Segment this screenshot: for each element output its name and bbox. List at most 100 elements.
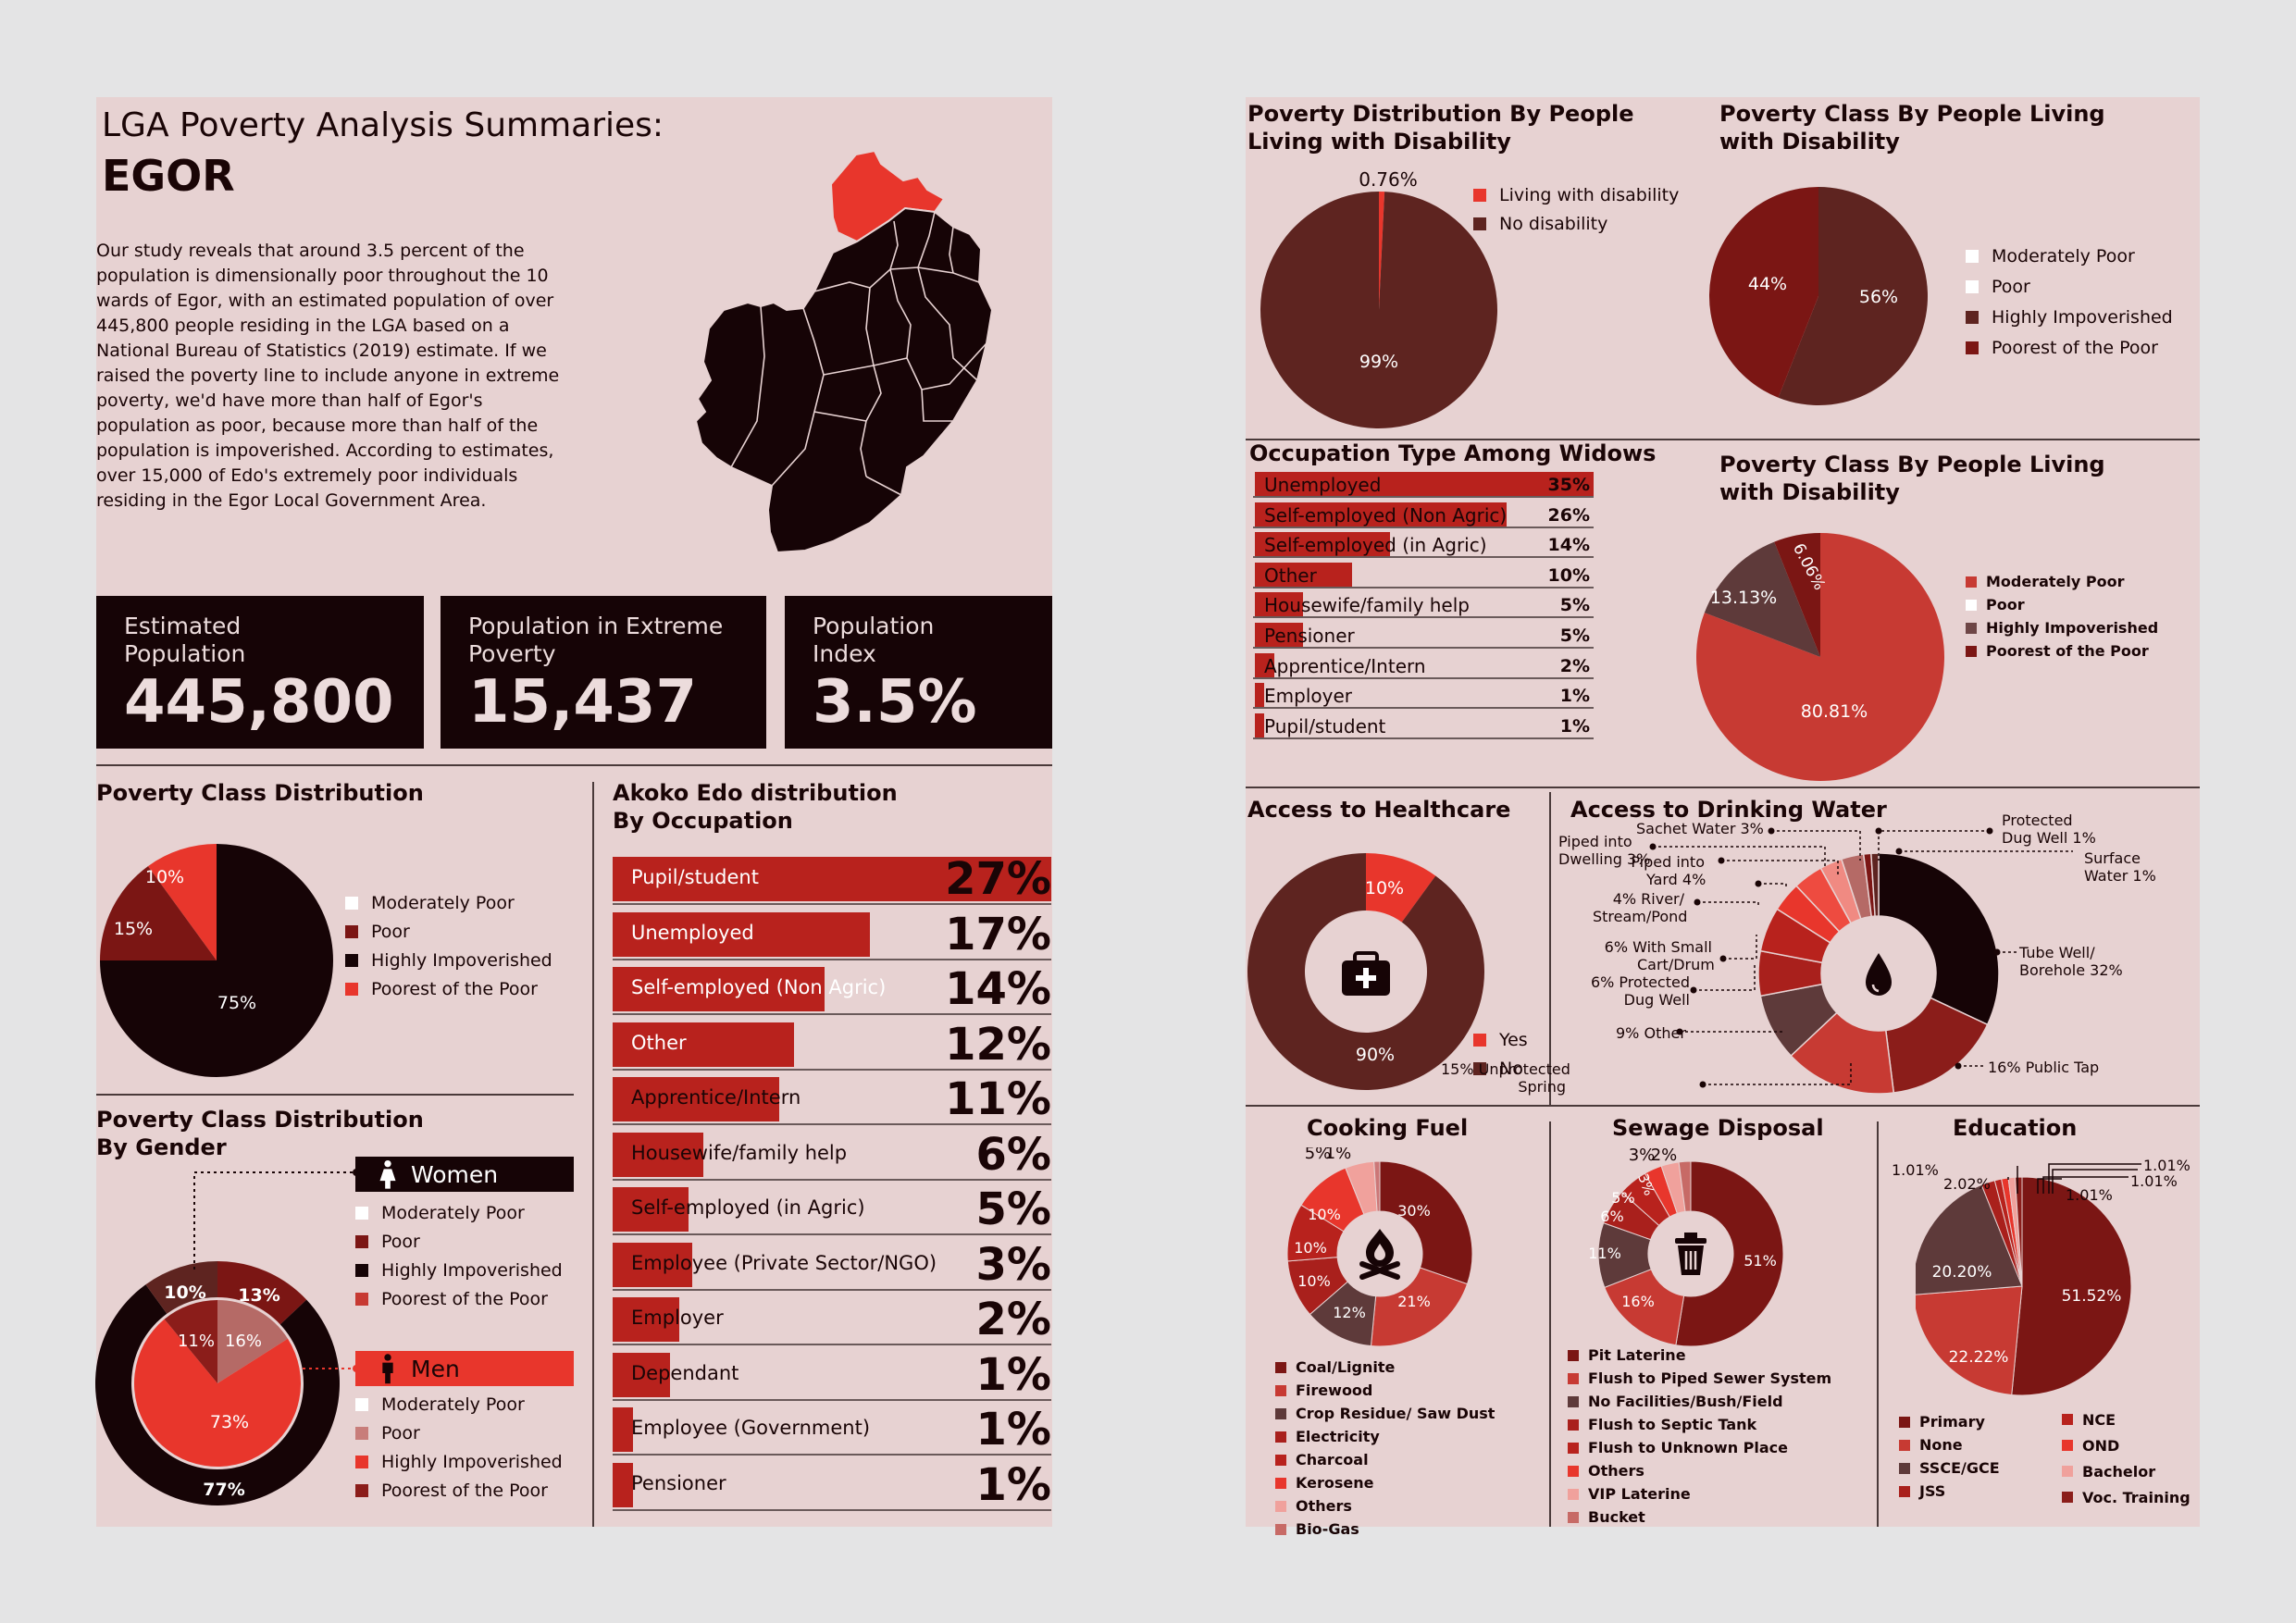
pie-slice — [2011, 1176, 2132, 1396]
stat-label: Index — [813, 640, 876, 667]
occupation-row: Housewife/family help 6% — [613, 1127, 1051, 1181]
report-title: LGA Poverty Analysis Summaries: — [102, 106, 664, 144]
legend-label: Firewood — [1296, 1381, 1373, 1399]
woman-icon — [379, 1159, 396, 1189]
disability-distribution-pie: 0.76% 99% — [1260, 171, 1497, 429]
legend-swatch — [355, 1234, 368, 1248]
data-label: 10% — [1297, 1272, 1331, 1290]
stat-value: 3.5% — [813, 668, 977, 737]
water-label: 6% With Small — [1604, 938, 1712, 956]
pie-slice — [1916, 1285, 2023, 1396]
legend-label: Poorest of the Poor — [381, 1288, 548, 1309]
legend-label: SSCE/GCE — [1919, 1459, 2000, 1477]
water-label: Protected — [2002, 812, 2073, 829]
legend-item: Moderately Poor — [355, 1390, 563, 1419]
map-body — [694, 206, 994, 554]
data-label: 15% — [114, 919, 153, 939]
bar-value: 26% — [1547, 504, 1590, 526]
bar — [1255, 712, 1265, 737]
legend-label: Flush to Unknown Place — [1588, 1439, 1788, 1456]
bar-label: Pupil/student — [1264, 714, 1386, 737]
bar-label: Self-employed (Non Agric) — [631, 976, 887, 998]
legend-item: Flush to Septic Tank — [1568, 1413, 1831, 1436]
intro-line: population as poor, because more than ha… — [96, 415, 539, 436]
legend-swatch — [345, 924, 358, 938]
pie-slice — [1870, 852, 1880, 917]
legend-swatch — [2062, 1440, 2073, 1451]
water-label: Yard 4% — [1646, 871, 1706, 888]
medical-kit-icon — [1342, 951, 1390, 996]
legend-item: Yes — [1473, 1025, 1528, 1054]
data-label: 12% — [1333, 1304, 1366, 1321]
bar — [613, 967, 825, 1011]
bar-value: 2% — [1559, 655, 1590, 676]
widow-row: Other 10% — [1253, 559, 1594, 588]
bar-value: 1% — [975, 1404, 1052, 1456]
intro-line: over 15,000 of Edo's extremely poor indi… — [96, 465, 518, 486]
occupation-row: Apprentice/Intern 11% — [613, 1072, 1051, 1125]
map-of-egor-icon — [694, 149, 994, 554]
legend-item: Living with disability — [1473, 180, 1679, 209]
stat-label: Estimated — [124, 613, 242, 639]
legend-label: Highly Impoverished — [381, 1259, 563, 1281]
bar-value: 11% — [945, 1073, 1051, 1125]
data-label: 13% — [238, 1285, 279, 1306]
bar-label: Employer — [1264, 685, 1352, 708]
legend-label: OND — [2082, 1436, 2120, 1455]
pie-slice — [100, 866, 217, 960]
legend-swatch — [345, 953, 358, 967]
legend-label: Electricity — [1296, 1428, 1380, 1445]
legend-item: Firewood — [1275, 1379, 1495, 1402]
data-label: 20.20% — [1932, 1263, 1992, 1282]
bar-value: 12% — [945, 1018, 1051, 1071]
occupation-row: Employee (Private Sector/NGO) 3% — [613, 1237, 1051, 1291]
stat-estimated-population: Estimated Population 445,800 — [96, 596, 424, 749]
legend-swatch — [355, 1426, 368, 1440]
pie-slice — [2014, 1176, 2023, 1287]
legend-swatch — [1966, 341, 1979, 354]
legend-label: Moderately Poor — [1992, 245, 2135, 266]
lga-name: EGOR — [102, 151, 235, 201]
pie-slice — [217, 1261, 307, 1325]
data-label: 11% — [1588, 1245, 1621, 1262]
legend-label: Poorest of the Poor — [371, 978, 538, 999]
pie-slice — [95, 1284, 341, 1505]
pie-slice — [134, 1319, 301, 1467]
legend-label: Highly Impoverished — [381, 1451, 563, 1472]
legend-item: Crop Residue/ Saw Dust — [1275, 1402, 1495, 1425]
data-label: 73% — [210, 1412, 249, 1432]
legend-swatch — [1568, 1488, 1579, 1500]
chart-title: Poverty Class By People Living — [1719, 101, 2105, 127]
legend-label: Highly Impoverished — [1986, 619, 2159, 637]
stat-label: Population — [124, 640, 246, 667]
pie-slice — [147, 844, 217, 960]
bar-label: Housewife/family help — [631, 1141, 848, 1164]
legend-swatch — [1275, 1523, 1286, 1535]
gender-connectors — [193, 1169, 360, 1372]
data-label: 0.76% — [1359, 171, 1418, 191]
legend-swatch — [2062, 1466, 2073, 1477]
water-label: Tube Well/ — [2019, 944, 2095, 961]
education-legend: Primary None SSCE/GCE JSS — [1899, 1410, 2000, 1503]
divider — [1549, 1121, 1551, 1527]
intro-line: poverty, we'd have more than half of Ego… — [96, 390, 483, 411]
legend-item: No disability — [1473, 209, 1679, 238]
intro-paragraph: Our study reveals that around 3.5 percen… — [96, 239, 614, 514]
legend-item: Bio-Gas — [1275, 1518, 1495, 1541]
intro-line: wards of Egor, with an estimated populat… — [96, 291, 554, 311]
occupation-row: Dependant 1% — [613, 1347, 1051, 1401]
legend-swatch — [1899, 1416, 1910, 1428]
bar-label: Apprentice/Intern — [631, 1086, 801, 1109]
legend-label: Flush to Piped Sewer System — [1588, 1369, 1832, 1387]
widow-row: Self-employed (Non Agric) 26% — [1253, 499, 1594, 528]
bar-label: Other — [1264, 564, 1317, 587]
water-label: Surface — [2084, 849, 2141, 867]
disability-class-pie-2: 80.81%13.13%6.06% — [1696, 533, 1944, 781]
bar-label: Employee (Private Sector/NGO) — [631, 1251, 937, 1274]
cooking-fuel-donut: 30%21%12%10%10%10%5%1% — [1286, 1147, 1473, 1347]
legend-item: OND — [2062, 1432, 2191, 1458]
bar-value: 1% — [975, 1348, 1052, 1401]
pie-slice — [145, 1261, 217, 1314]
bar-value: 3% — [975, 1238, 1052, 1291]
data-label: 90% — [1356, 1045, 1395, 1065]
